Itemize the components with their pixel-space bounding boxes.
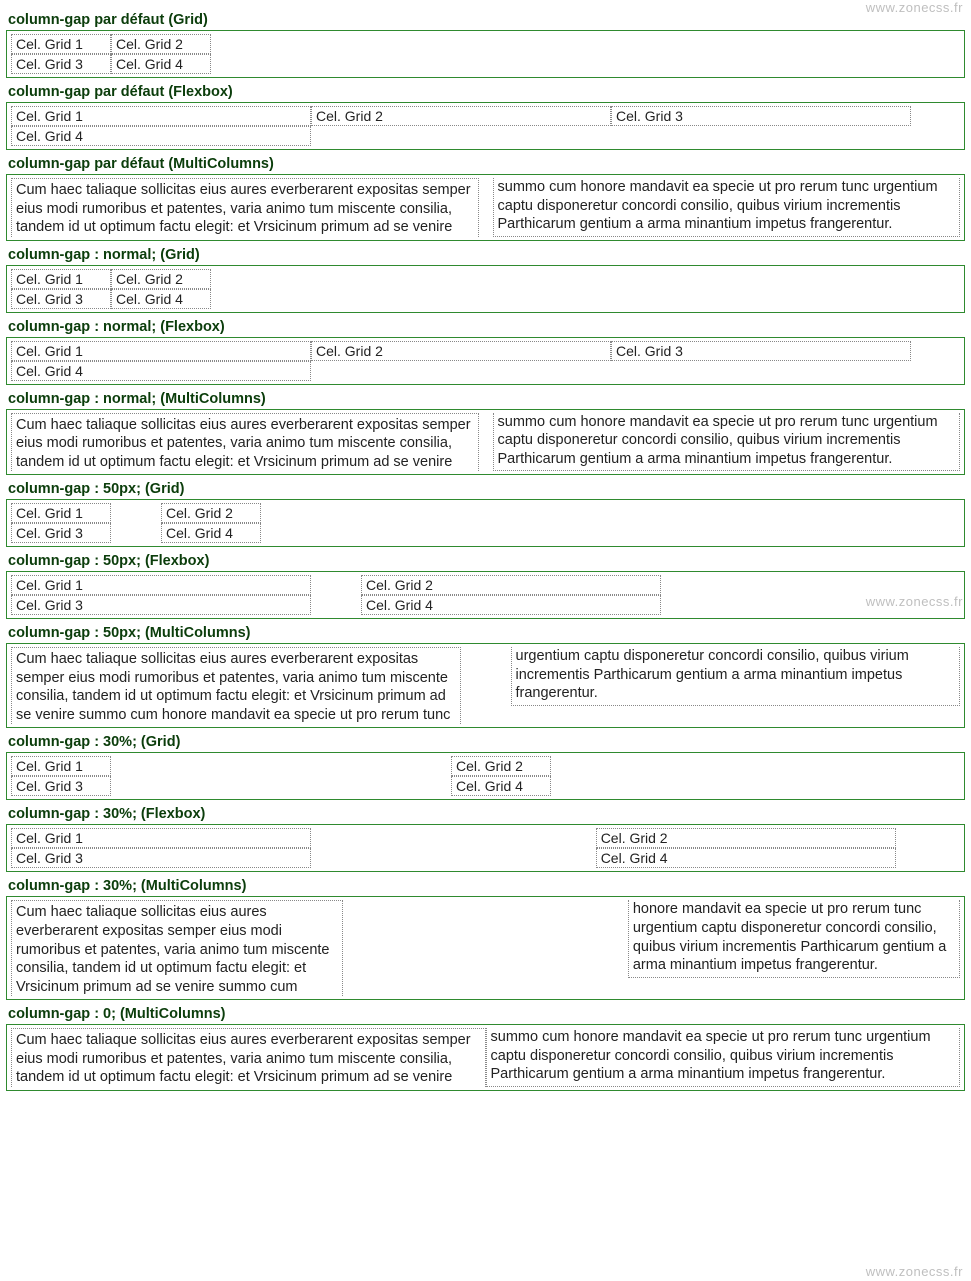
example-box: Cum haec taliaque sollicitas eius aures … [6, 409, 965, 476]
grid-cell: Cel. Grid 2 [311, 106, 611, 126]
grid-container: Cel. Grid 1 Cel. Grid 2 Cel. Grid 3 Cel. Gr… [11, 503, 960, 543]
grid-cell: Cel. Grid 3 [11, 54, 111, 74]
section-title: column-gap par défaut (Flexbox) [8, 84, 965, 100]
flex-container: Cel. Grid 1Cel. Grid 2Cel. Grid 3 Cel. Gr… [11, 341, 960, 381]
grid-cell: Cel. Grid 2 [111, 269, 211, 289]
section-title: column-gap : 50px; (Grid) [8, 481, 965, 497]
multicol-text: Cum haec taliaque sollicitas eius aures … [11, 413, 960, 472]
example-box: Cel. Grid 1Cel. Grid 2Cel. Grid 3 Cel. Gr… [6, 337, 965, 385]
grid-container: Cel. Grid 1Cel. Grid 2Cel. Grid 3Cel. Gr… [11, 269, 960, 309]
section-title: column-gap : normal; (Flexbox) [8, 319, 965, 335]
grid-cell: Cel. Grid 2 [311, 341, 611, 361]
grid-cell: Cel. Grid 4 [161, 523, 261, 543]
section-title: column-gap par défaut (Grid) [8, 12, 965, 28]
flex-container: Cel. Grid 1 Cel. Grid 2 Cel. Grid 3 Cel. Gr… [11, 828, 960, 868]
grid-cell: Cel. Grid 2 [111, 34, 211, 54]
section-title: column-gap : normal; (MultiColumns) [8, 391, 965, 407]
section-title: column-gap par défaut (MultiColumns) [8, 156, 965, 172]
multicol-text: Cum haec taliaque sollicitas eius aures … [11, 1028, 960, 1087]
multicol-container: Cum haec taliaque sollicitas eius aures … [11, 647, 960, 724]
section-title: column-gap : 30%; (Grid) [8, 734, 965, 750]
example-box: Cel. Grid 1Cel. Grid 2Cel. Grid 3Cel. Gr… [6, 30, 965, 78]
multicol-container: Cum haec taliaque sollicitas eius aures … [11, 900, 960, 996]
grid-cell: Cel. Grid 3 [11, 289, 111, 309]
grid-cell: Cel. Grid 4 [596, 848, 896, 868]
example-box: Cel. Grid 1Cel. Grid 2Cel. Grid 3 Cel. Gr… [6, 102, 965, 150]
multicol-text: Cum haec taliaque sollicitas eius aures … [11, 900, 960, 996]
example-box: Cum haec taliaque sollicitas eius aures … [6, 643, 965, 728]
watermark-top: www.zonecss.fr [866, 0, 963, 15]
example-box: Cum haec taliaque sollicitas eius aures … [6, 174, 965, 241]
grid-cell: Cel. Grid 3 [611, 106, 911, 126]
example-box: Cel. Grid 1 Cel. Grid 2 Cel. Grid 3 Cel. Gr… [6, 752, 965, 800]
grid-cell: Cel. Grid 1 [11, 34, 111, 54]
grid-cell: Cel. Grid 3 [11, 776, 111, 796]
grid-cell: Cel. Grid 3 [11, 595, 311, 615]
watermark-bottom: www.zonecss.fr [866, 1264, 963, 1279]
grid-cell: Cel. Grid 1 [11, 503, 111, 523]
example-box: Cel. Grid 1 Cel. Grid 2 Cel. Grid 3 Cel. Gr… [6, 499, 965, 547]
multicol-container: Cum haec taliaque sollicitas eius aures … [11, 178, 960, 237]
example-box: Cel. Grid 1Cel. Grid 2Cel. Grid 3Cel. Gr… [6, 265, 965, 313]
grid-cell: Cel. Grid 1 [11, 269, 111, 289]
example-box: Cum haec taliaque sollicitas eius aures … [6, 896, 965, 1000]
multicol-text: Cum haec taliaque sollicitas eius aures … [11, 647, 960, 724]
example-box: Cel. Grid 1 Cel. Grid 2 Cel. Grid 3 Cel. Gr… [6, 824, 965, 872]
grid-cell: Cel. Grid 4 [11, 361, 311, 381]
grid-cell: Cel. Grid 4 [111, 289, 211, 309]
grid-cell: Cel. Grid 4 [451, 776, 551, 796]
section-title: column-gap : 50px; (MultiColumns) [8, 625, 965, 641]
grid-cell: Cel. Grid 4 [11, 126, 311, 146]
example-box: Cum haec taliaque sollicitas eius aures … [6, 1024, 965, 1091]
grid-container: Cel. Grid 1 Cel. Grid 2 Cel. Grid 3 Cel. Gr… [11, 756, 960, 796]
grid-cell: Cel. Grid 2 [361, 575, 661, 595]
sections-root: column-gap par défaut (Grid)Cel. Grid 1C… [6, 12, 965, 1091]
section-title: column-gap : 50px; (Flexbox) [8, 553, 965, 569]
grid-cell: Cel. Grid 2 [451, 756, 551, 776]
grid-cell: Cel. Grid 1 [11, 575, 311, 595]
grid-cell: Cel. Grid 1 [11, 756, 111, 776]
multicol-text: Cum haec taliaque sollicitas eius aures … [11, 178, 960, 237]
section-title: column-gap : normal; (Grid) [8, 247, 965, 263]
grid-container: Cel. Grid 1Cel. Grid 2Cel. Grid 3Cel. Gr… [11, 34, 960, 74]
flex-container: Cel. Grid 1 Cel. Grid 2 Cel. Grid 3 Cel. Gr… [11, 575, 960, 615]
grid-cell: Cel. Grid 3 [11, 848, 311, 868]
example-box: Cel. Grid 1 Cel. Grid 2 Cel. Grid 3 Cel. Gr… [6, 571, 965, 619]
watermark-mid: www.zonecss.fr [866, 594, 963, 609]
grid-cell: Cel. Grid 1 [11, 341, 311, 361]
section-title: column-gap : 30%; (Flexbox) [8, 806, 965, 822]
grid-cell: Cel. Grid 4 [111, 54, 211, 74]
grid-cell: Cel. Grid 1 [11, 828, 311, 848]
multicol-container: Cum haec taliaque sollicitas eius aures … [11, 413, 960, 472]
section-title: column-gap : 0; (MultiColumns) [8, 1006, 965, 1022]
grid-cell: Cel. Grid 4 [361, 595, 661, 615]
grid-cell: Cel. Grid 2 [596, 828, 896, 848]
section-title: column-gap : 30%; (MultiColumns) [8, 878, 965, 894]
grid-cell: Cel. Grid 1 [11, 106, 311, 126]
flex-container: Cel. Grid 1Cel. Grid 2Cel. Grid 3 Cel. Gr… [11, 106, 960, 146]
multicol-container: Cum haec taliaque sollicitas eius aures … [11, 1028, 960, 1087]
grid-cell: Cel. Grid 2 [161, 503, 261, 523]
grid-cell: Cel. Grid 3 [611, 341, 911, 361]
grid-cell: Cel. Grid 3 [11, 523, 111, 543]
